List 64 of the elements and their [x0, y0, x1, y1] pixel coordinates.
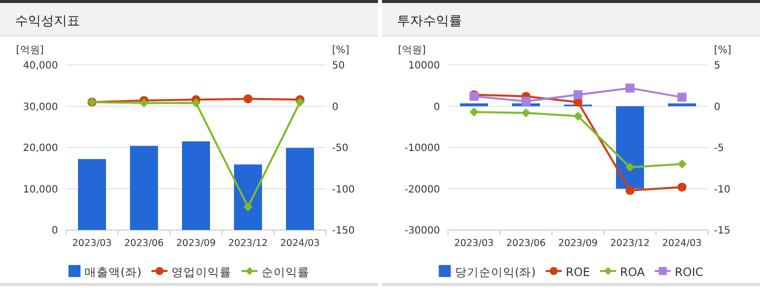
y-axis-title: [억원]: [398, 45, 426, 56]
bar: [182, 141, 210, 230]
legend-label: 영업이익률: [171, 265, 232, 279]
legend-label: ROA: [620, 265, 645, 279]
y-tick-label: -30000: [404, 226, 440, 236]
x-tick-label: 2023/06: [124, 238, 164, 249]
y2-tick-label: -10: [714, 184, 730, 196]
y2-axis-title: [%]: [332, 45, 350, 56]
point: [140, 98, 148, 108]
y-tick-label: -10000: [404, 143, 440, 154]
point: [192, 98, 200, 108]
legend-label: 당기순이익(좌): [454, 265, 536, 279]
point: [574, 112, 582, 121]
y-tick-label: 40,000: [23, 60, 58, 72]
x-tick-label: 2023/12: [610, 238, 650, 249]
point: [574, 90, 582, 100]
y-tick-label: 10,000: [23, 184, 58, 196]
y2-tick-label: -100: [332, 184, 355, 196]
point: [470, 108, 478, 117]
bar: [286, 148, 314, 230]
x-tick-label: 2023/09: [176, 238, 216, 249]
point: [522, 96, 530, 106]
legend-label: ROIC: [674, 265, 704, 279]
y2-tick-label: 0: [714, 102, 720, 113]
bar: [234, 164, 262, 230]
bar: [78, 159, 106, 230]
x-tick-label: 2023/09: [558, 238, 598, 249]
y-tick-label: 0: [52, 226, 58, 236]
point: [626, 162, 634, 172]
point: [296, 98, 304, 107]
y-tick-label: 30,000: [23, 102, 58, 113]
point: [678, 160, 686, 168]
legend-label: 매출액(좌): [84, 265, 142, 279]
y2-tick-label: 50: [332, 60, 345, 72]
y-tick-label: 0: [434, 102, 440, 113]
y-tick-label: 10000: [408, 60, 440, 72]
point: [522, 108, 530, 118]
point: [244, 94, 252, 104]
y-tick-label: 20,000: [23, 143, 58, 154]
y-axis-title: [억원]: [16, 45, 44, 56]
y2-tick-label: 5: [714, 60, 720, 72]
point: [626, 84, 634, 93]
x-tick-label: 2023/06: [506, 238, 546, 249]
point: [244, 202, 252, 212]
y2-tick-label: -5: [714, 143, 724, 154]
y2-tick-label: -150: [332, 226, 355, 236]
point: [678, 182, 686, 192]
point: [626, 186, 634, 195]
y2-tick-label: 0: [332, 102, 338, 113]
y2-axis-title: [%]: [714, 45, 732, 56]
x-tick-label: 2023/12: [228, 238, 268, 249]
point: [678, 92, 686, 102]
bar: [130, 146, 158, 230]
legend-label: 순이익률: [261, 265, 310, 279]
y2-tick-label: -15: [714, 226, 730, 236]
chart-title: 투자수익률: [397, 14, 462, 29]
chart-title: 수익성지표: [15, 14, 80, 29]
legend-label: ROE: [566, 265, 590, 279]
y-tick-label: -20000: [404, 184, 440, 196]
x-tick-label: 2023/03: [72, 238, 112, 249]
y2-tick-label: -50: [332, 143, 348, 154]
x-tick-label: 2024/03: [662, 238, 702, 249]
x-tick-label: 2024/03: [280, 238, 320, 249]
x-tick-label: 2023/03: [454, 238, 494, 249]
